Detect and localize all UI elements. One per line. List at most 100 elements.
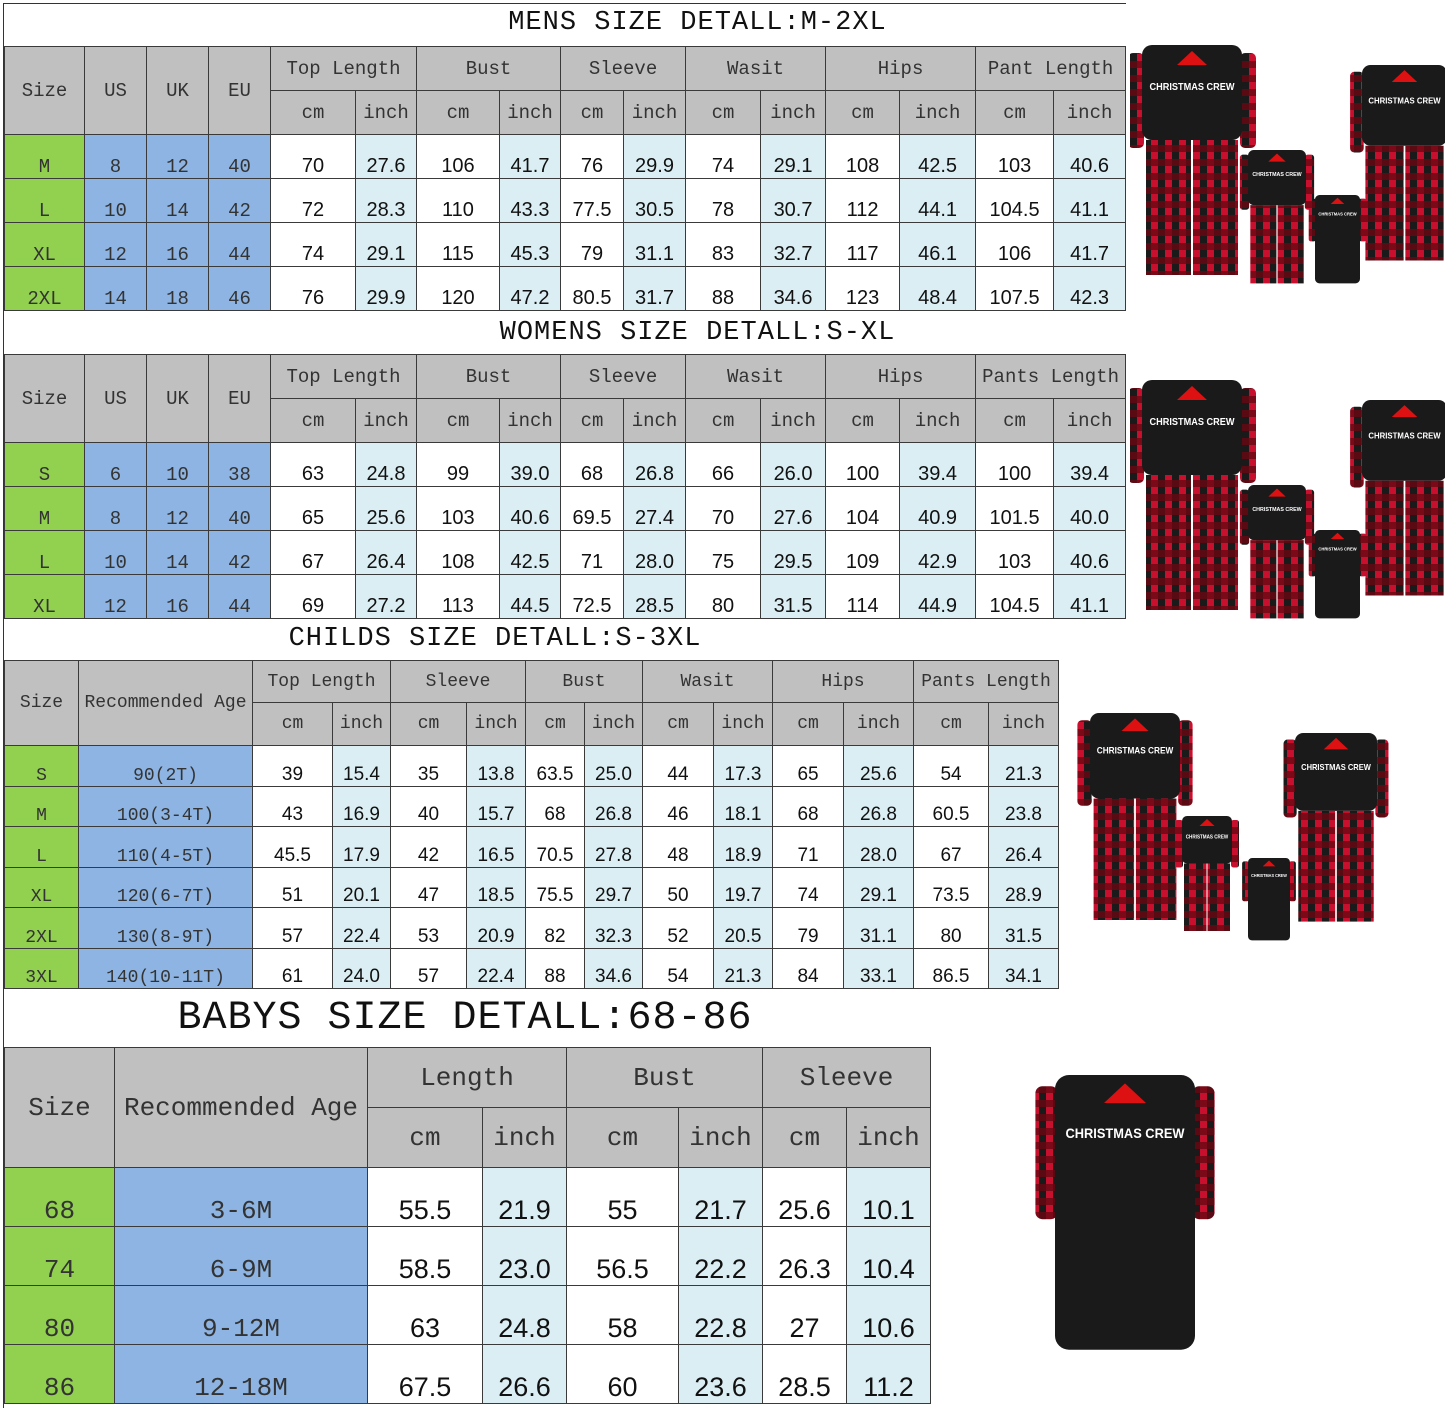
sleeve xyxy=(1130,388,1144,483)
region-cell: 12 xyxy=(146,486,209,531)
measurement-cell: 53 xyxy=(390,907,467,949)
unit-header: cm xyxy=(642,702,714,746)
measurement-cell: 21.3 xyxy=(712,947,774,989)
pajama-pants-leg xyxy=(1207,863,1230,931)
measurement-cell: 39.4 xyxy=(1053,442,1127,487)
region-cell: 16 xyxy=(146,574,209,619)
shirt-print: CHRISTMAS CREW xyxy=(1150,417,1236,428)
unit-header: inch xyxy=(1053,90,1127,135)
region-cell: 130(8-9T) xyxy=(78,907,253,949)
unit-header: inch xyxy=(584,702,643,746)
measurement-cell: 79 xyxy=(560,222,625,267)
pajama-top xyxy=(1362,65,1445,146)
shirt-print: CHRISTMAS CREW xyxy=(1252,507,1302,513)
pajama-top xyxy=(1055,1075,1195,1350)
measurement-cell: 55 xyxy=(566,1167,679,1227)
group-header: Bust xyxy=(415,354,562,399)
measurement-cell: 73.5 xyxy=(913,866,990,908)
measurement-cell: 101.5 xyxy=(975,486,1055,531)
table-row: L 10 14 42 67 26.4 108 42.5 71 28.0 75 29.5 109 42.9 1… xyxy=(4,530,1127,575)
sleeve xyxy=(1035,1086,1058,1220)
group-header: Sleeve xyxy=(560,46,687,91)
measurement-cell: 50 xyxy=(642,866,714,908)
santa-hat-icon xyxy=(1262,860,1276,867)
family-pajamas-photo-childs: CHRISTMAS CREW CHRISTMAS CREW CHRISTMAS CR… xyxy=(1077,713,1389,941)
unit-row: cm inch cm inch cm inch cm inch cm inch cm inch xyxy=(5,398,1127,443)
measurement-cell: 63 xyxy=(367,1285,483,1345)
measurement-cell: 27.2 xyxy=(355,574,417,619)
size-cell: M xyxy=(4,486,85,531)
sleeve xyxy=(1304,489,1315,545)
measurement-cell: 74 xyxy=(685,134,762,179)
pajama-pants-leg xyxy=(1405,480,1444,596)
size-cell: M xyxy=(4,134,85,179)
measurement-cell: 63 xyxy=(270,442,356,487)
group-header: Top Length xyxy=(252,660,391,703)
table-row: 74 6-9M 58.5 23.0 56.5 22.2 26.3 10.4 xyxy=(4,1226,932,1286)
sleeve xyxy=(1178,720,1193,806)
measurement-cell: 104.5 xyxy=(975,178,1055,223)
measurement-cell: 41.1 xyxy=(1053,574,1127,619)
measurement-cell: 28.0 xyxy=(843,826,915,868)
header-row: Size US UK EU Top Length Bust Sleeve Wasit Hips P… xyxy=(4,354,1127,443)
measurement-cell: 45.3 xyxy=(498,222,562,267)
group-header: Sleeve xyxy=(762,1047,932,1108)
measurement-cell: 15.4 xyxy=(332,745,391,787)
unit-header: inch xyxy=(355,398,417,443)
measurement-cell: 70 xyxy=(270,134,356,179)
measurement-cell: 22.4 xyxy=(332,907,391,949)
unit-header: inch xyxy=(846,1107,932,1168)
pajama-top xyxy=(1295,733,1377,811)
unit-header: cm xyxy=(560,398,625,443)
unit-header: cm xyxy=(560,90,625,135)
region-cell: 16 xyxy=(146,222,209,267)
region-cell: 40 xyxy=(208,134,271,179)
measurement-cell: 88 xyxy=(525,947,585,989)
region-cell: 18 xyxy=(146,266,209,311)
measurement-cell: 21.7 xyxy=(677,1167,764,1227)
pajama-top xyxy=(1248,858,1290,941)
table-row: 68 3-6M 55.5 21.9 55 21.7 25.6 10.1 xyxy=(4,1167,932,1227)
measurement-cell: 72 xyxy=(270,178,356,223)
pajama-pants-leg xyxy=(1277,540,1304,619)
table-row: XL 12 16 44 74 29.1 115 45.3 79 31.1 83 32.7 117 46.1… xyxy=(4,222,1127,267)
measurement-cell: 23.0 xyxy=(482,1226,567,1286)
unit-header: cm xyxy=(525,702,585,746)
size-cell: 2XL xyxy=(4,907,79,949)
measurement-cell: 54 xyxy=(913,745,990,787)
measurement-cell: 80 xyxy=(685,574,762,619)
column-header: US xyxy=(84,354,147,443)
region-cell: 42 xyxy=(208,530,271,575)
measurement-cell: 29.1 xyxy=(355,222,417,267)
pajama-pants-leg xyxy=(1336,810,1374,922)
measurement-cell: 103 xyxy=(975,530,1055,575)
measurement-cell: 113 xyxy=(416,574,500,619)
column-header: Size xyxy=(4,354,85,443)
measurement-cell: 41.7 xyxy=(1053,222,1127,267)
measurement-cell: 17.3 xyxy=(712,745,774,787)
measurement-cell: 60.5 xyxy=(913,785,990,827)
pajama-top xyxy=(1090,713,1180,799)
measurement-cell: 54 xyxy=(642,947,714,989)
measurement-cell: 16.5 xyxy=(466,826,526,868)
measurement-cell: 48.4 xyxy=(899,266,977,311)
santa-hat-icon xyxy=(1121,718,1149,731)
measurement-cell: 25.0 xyxy=(584,745,643,787)
measurement-cell: 25.6 xyxy=(762,1167,848,1227)
measurement-cell: 58 xyxy=(566,1285,679,1345)
unit-header: inch xyxy=(482,1107,567,1168)
measurement-cell: 55.5 xyxy=(367,1167,483,1227)
column-header: Size xyxy=(4,660,79,746)
measurement-cell: 29.1 xyxy=(843,866,915,908)
size-cell: XL xyxy=(4,222,85,267)
size-chart-frame xyxy=(3,3,1126,1408)
measurement-cell: 29.7 xyxy=(584,866,643,908)
region-cell: 12-18M xyxy=(114,1344,368,1404)
size-cell: 86 xyxy=(4,1344,115,1404)
header-row: Size Recommended Age Top Length Sleeve Bust W… xyxy=(4,660,1060,746)
measurement-cell: 23.8 xyxy=(988,785,1060,827)
sleeve xyxy=(1359,533,1367,577)
measurement-cell: 16.9 xyxy=(332,785,391,827)
size-cell: M xyxy=(4,785,79,827)
measurement-cell: 40.6 xyxy=(1053,134,1127,179)
